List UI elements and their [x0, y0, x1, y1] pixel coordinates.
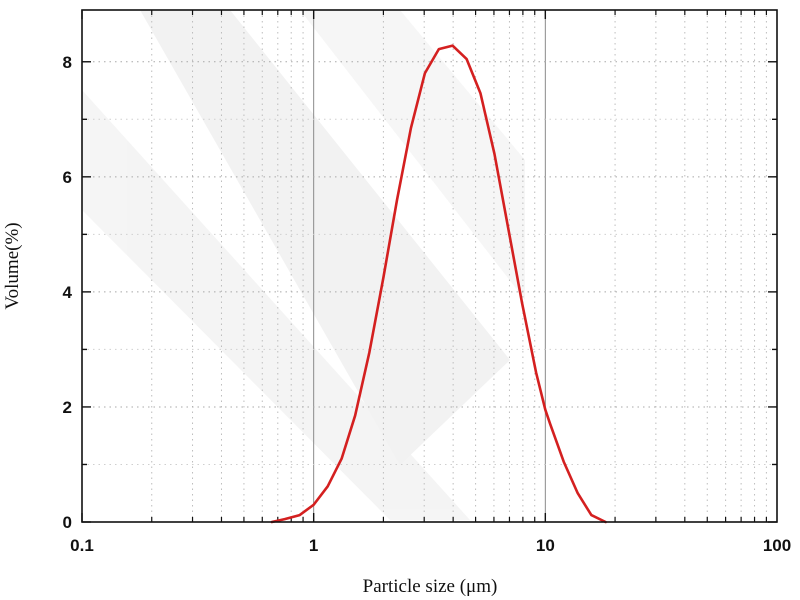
plot-frame — [81, 9, 778, 523]
y-tick-label: 0 — [63, 513, 72, 532]
y-tick-label: 6 — [63, 168, 72, 187]
x-tick-label: 0.1 — [70, 536, 94, 555]
x-tick-label: 100 — [763, 536, 791, 555]
y-tick-label: 2 — [63, 398, 72, 417]
y-tick-label: 4 — [63, 283, 73, 302]
x-tick-label: 1 — [309, 536, 318, 555]
x-axis-title: Particle size (μm) — [363, 576, 498, 597]
series-line-volume — [270, 44, 607, 524]
y-tick-label: 8 — [63, 53, 72, 72]
x-tick-labels: 0.1 1 10 100 — [70, 536, 791, 555]
y-axis-title: Volume(%) — [2, 222, 23, 309]
x-tick-label: 10 — [536, 536, 555, 555]
y-tick-labels: 0 2 4 6 8 — [63, 53, 73, 532]
watermark — [82, 10, 525, 520]
grid — [82, 10, 777, 522]
